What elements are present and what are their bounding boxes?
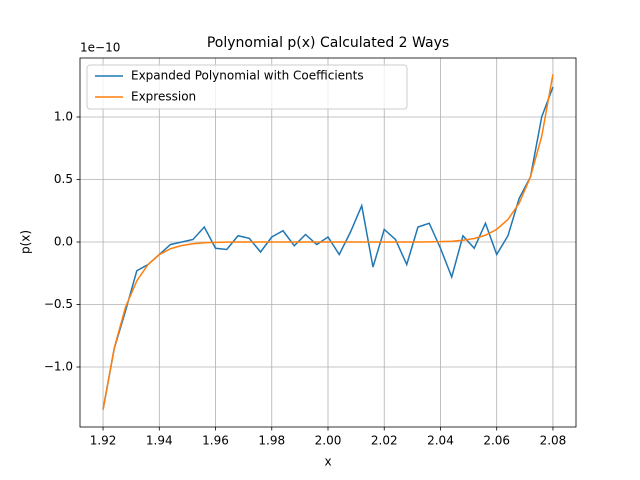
plot-frame (79, 57, 577, 428)
legend: Expanded Polynomial with Coefficients Exp… (86, 64, 408, 110)
x-tick-label: 2.02 (371, 434, 398, 448)
data-line (102, 74, 554, 410)
x-tick-label: 1.92 (90, 434, 117, 448)
y-tick-label: −0.5 (44, 297, 73, 311)
x-tick-label: 2.00 (315, 434, 342, 448)
y-axis-label: p(x) (19, 230, 33, 254)
legend-label: Expanded Polynomial with Coefficients (131, 69, 364, 83)
y-offset-label: 1e−10 (80, 41, 120, 55)
y-tick-label: 0.0 (54, 235, 73, 249)
y-tick-label: −1.0 (44, 360, 73, 374)
x-tick-label: 1.96 (202, 434, 229, 448)
x-tick-label: 1.98 (258, 434, 285, 448)
data-line (102, 86, 554, 410)
x-tick-label: 1.94 (146, 434, 173, 448)
x-tick-label: 2.04 (427, 434, 454, 448)
x-tick-label: 2.08 (540, 434, 567, 448)
chart-title: Polynomial p(x) Calculated 2 Ways (207, 35, 449, 51)
y-tick-label: 0.5 (54, 172, 73, 186)
x-tick-label: 2.06 (483, 434, 510, 448)
x-axis-label: x (324, 455, 331, 469)
legend-label: Expression (131, 90, 196, 104)
legend-box (86, 64, 408, 110)
y-tick-label: 1.0 (54, 110, 73, 124)
